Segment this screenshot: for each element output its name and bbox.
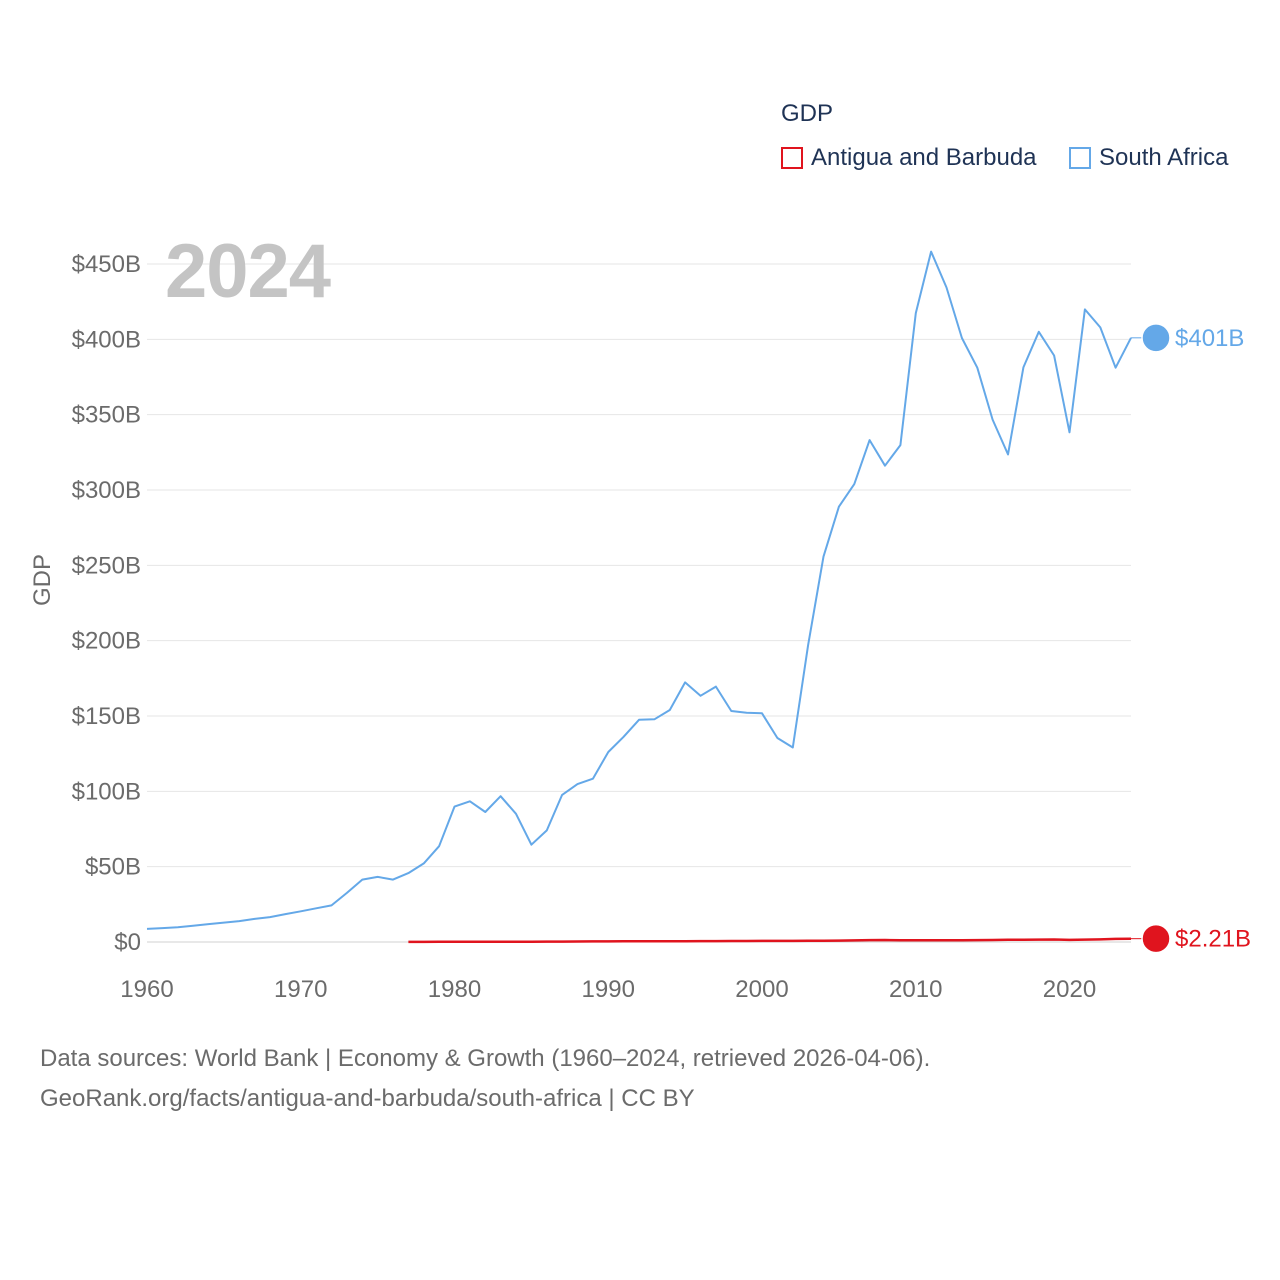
x-tick-label: 2010 bbox=[889, 976, 942, 1003]
series-line-south-africa bbox=[146, 250, 1132, 930]
x-axis: 1960 1970 1980 1990 2000 2010 2020 bbox=[120, 976, 1096, 1003]
flag-icon-south-africa bbox=[1141, 323, 1171, 353]
end-markers: $401B $2.21B bbox=[1131, 323, 1251, 954]
series-line-antigua-and-barbuda bbox=[408, 937, 1132, 944]
y-tick-label: $50B bbox=[85, 854, 141, 881]
x-tick-label: 1960 bbox=[120, 976, 173, 1003]
y-tick-label: $0 bbox=[114, 929, 141, 956]
end-label-south-africa: $401B bbox=[1175, 325, 1244, 352]
x-tick-label: 1990 bbox=[582, 976, 635, 1003]
y-tick-label: $150B bbox=[72, 703, 141, 730]
legend-label-antigua: Antigua and Barbuda bbox=[811, 144, 1037, 171]
flag-icon-antigua-and-barbuda bbox=[1141, 923, 1171, 954]
x-tick-label: 1970 bbox=[274, 976, 327, 1003]
y-tick-label: $450B bbox=[72, 251, 141, 278]
y-axis-label: GDP bbox=[29, 554, 56, 606]
y-tick-label: $250B bbox=[72, 552, 141, 579]
legend-swatch-antigua bbox=[781, 147, 803, 169]
x-tick-label: 2020 bbox=[1043, 976, 1096, 1003]
legend-label-south-africa: South Africa bbox=[1099, 144, 1229, 171]
x-tick-label: 2000 bbox=[735, 976, 788, 1003]
y-tick-label: $350B bbox=[72, 402, 141, 429]
series-lines bbox=[146, 250, 1132, 944]
legend-item-south-africa[interactable]: South Africa bbox=[1069, 143, 1228, 173]
y-tick-label: $400B bbox=[72, 326, 141, 353]
legend-swatch-south-africa bbox=[1069, 147, 1091, 169]
end-label-antigua-and-barbuda: $2.21B bbox=[1175, 926, 1251, 953]
gridlines bbox=[147, 263, 1131, 943]
legend-item-antigua[interactable]: Antigua and Barbuda bbox=[781, 143, 1037, 173]
y-tick-label: $100B bbox=[72, 778, 141, 805]
legend-title: GDP bbox=[781, 100, 834, 127]
y-tick-label: $300B bbox=[72, 477, 141, 504]
footer-link[interactable]: GeoRank.org/facts/antigua-and-barbuda/so… bbox=[40, 1085, 695, 1112]
footer-source: Data sources: World Bank | Economy & Gro… bbox=[40, 1045, 931, 1072]
x-tick-label: 1980 bbox=[428, 976, 481, 1003]
year-label: 2024 bbox=[165, 229, 331, 314]
y-axis: $0 $50B $100B $150B $200B $250B $300B $350B $400… bbox=[72, 251, 141, 956]
y-tick-label: $200B bbox=[72, 628, 141, 655]
